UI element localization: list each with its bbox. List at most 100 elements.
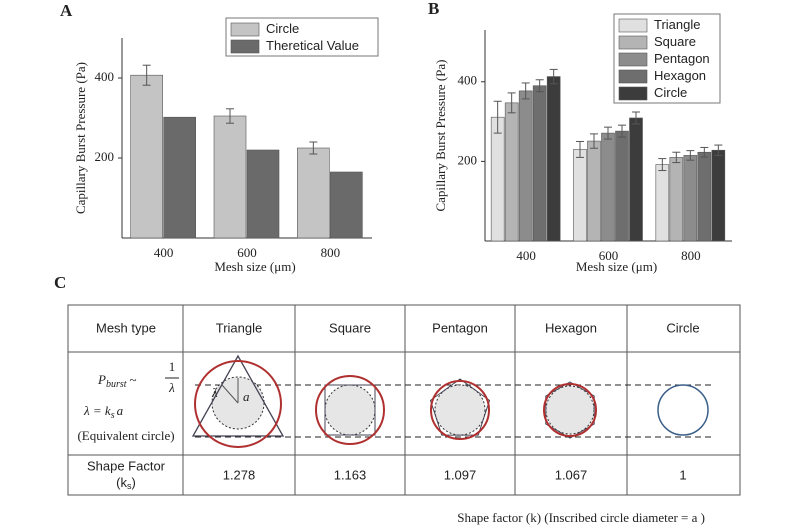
- table-header: Triangle: [216, 320, 262, 335]
- error-bar: [549, 68, 558, 85]
- k-close: ): [132, 475, 136, 490]
- y-axis-label: Capillary Burst Pressure (Pa): [73, 62, 88, 214]
- circle-shape: [657, 384, 709, 436]
- x-tick-label: 400: [516, 248, 536, 263]
- bar: [246, 149, 280, 239]
- table-cell: 1.097: [444, 467, 477, 482]
- error-bar: [226, 108, 234, 124]
- lambda-label: λ: [211, 385, 218, 400]
- shapes: λ a: [191, 354, 712, 448]
- error-bar: [521, 82, 530, 100]
- legend-swatch: [618, 69, 648, 84]
- formula: λ = ks a: [83, 403, 124, 421]
- legend-swatch: [618, 18, 648, 33]
- k: (k: [116, 475, 127, 490]
- x-axis-label: Mesh size (μm): [576, 259, 657, 274]
- bar: [504, 102, 519, 242]
- table-header: Hexagon: [545, 320, 597, 335]
- bar: [330, 171, 363, 239]
- y-tick-label: 400: [458, 73, 478, 88]
- formula-den: λ: [168, 380, 175, 395]
- formula: Pburst ~: [97, 372, 137, 390]
- error-bar: [604, 126, 612, 140]
- formula-sub: burst: [106, 379, 127, 390]
- table-cell: 1.278: [223, 467, 256, 482]
- error-bar: [142, 64, 151, 86]
- panel-label: B: [428, 0, 439, 18]
- square: [324, 384, 376, 436]
- error-bar: [590, 133, 598, 149]
- y-axis-label: Capillary Burst Pressure (Pa): [433, 59, 448, 211]
- bar: [490, 116, 505, 242]
- table-header: Pentagon: [432, 320, 488, 335]
- error-bar: [309, 141, 318, 155]
- error-bar: [535, 79, 544, 93]
- y-tick-label: 200: [458, 152, 478, 167]
- legend-label: Hexagon: [654, 68, 706, 83]
- lambda-line: [221, 384, 239, 404]
- x-tick-label: 600: [237, 245, 257, 260]
- bar: [655, 164, 670, 242]
- bar: [573, 149, 587, 242]
- formula-note: (Equivalent circle): [77, 428, 174, 443]
- x-tick-label: 800: [681, 248, 701, 263]
- formula-a: a: [117, 403, 124, 418]
- legend-swatch: [618, 86, 648, 101]
- x-tick-label: 800: [321, 245, 341, 260]
- bar: [683, 155, 698, 242]
- error-bar: [507, 92, 516, 114]
- bar: [546, 76, 561, 242]
- bar: [587, 140, 601, 242]
- legend-label: Theretical Value: [266, 38, 359, 53]
- legend-swatch: [618, 52, 648, 67]
- equivalent-circle: [315, 375, 385, 445]
- caption: Shape factor (k) (Inscribed circle diame…: [457, 510, 705, 525]
- error-bar: [714, 144, 723, 156]
- bar: [213, 115, 247, 239]
- error-bar: [576, 140, 584, 158]
- legend-label: Triangle: [654, 17, 700, 32]
- bar: [615, 130, 629, 242]
- k-sub: s: [127, 481, 132, 491]
- bar: [518, 90, 533, 242]
- legend-label: Circle: [654, 85, 687, 100]
- factor-label: Shape Factor: [87, 458, 166, 473]
- formula-lam: λ = k: [83, 403, 111, 418]
- bar: [601, 132, 615, 242]
- inscribed-circle: [434, 384, 486, 436]
- table-cell: 1: [679, 467, 686, 482]
- inscribed-circle: [324, 384, 376, 436]
- formula-sub: s: [111, 410, 115, 421]
- bar: [711, 149, 726, 242]
- equivalent-circle: [194, 360, 282, 448]
- legend-swatch: [618, 35, 648, 50]
- panel-label: A: [60, 1, 73, 20]
- bar: [669, 157, 684, 242]
- error-bar: [700, 146, 709, 158]
- bar: [532, 85, 547, 242]
- table-border: [67, 304, 741, 496]
- legend-label: Circle: [266, 21, 299, 36]
- x-tick-label: 400: [154, 245, 174, 260]
- pentagon: [429, 378, 491, 436]
- table-header: Mesh type: [96, 320, 156, 335]
- table-cell: 1.163: [334, 467, 367, 482]
- table-header: Square: [329, 320, 371, 335]
- table-cell: 1.067: [555, 467, 588, 482]
- y-tick-label: 200: [95, 149, 115, 164]
- error-bar: [672, 151, 681, 164]
- table-header: Circle: [666, 320, 699, 335]
- equivalent-circle: [430, 380, 490, 440]
- formula-sim: ~: [130, 372, 137, 387]
- hexagon: [545, 381, 595, 439]
- error-bar: [493, 100, 502, 134]
- x-axis-label: Mesh size (μm): [214, 259, 295, 274]
- error-bar: [618, 124, 626, 138]
- table-frame: [67, 304, 741, 496]
- x-tick-label: 600: [599, 248, 619, 263]
- panel-label: C: [54, 273, 66, 292]
- bar: [629, 117, 643, 242]
- error-bar: [632, 111, 640, 125]
- legend-swatch: [230, 22, 260, 37]
